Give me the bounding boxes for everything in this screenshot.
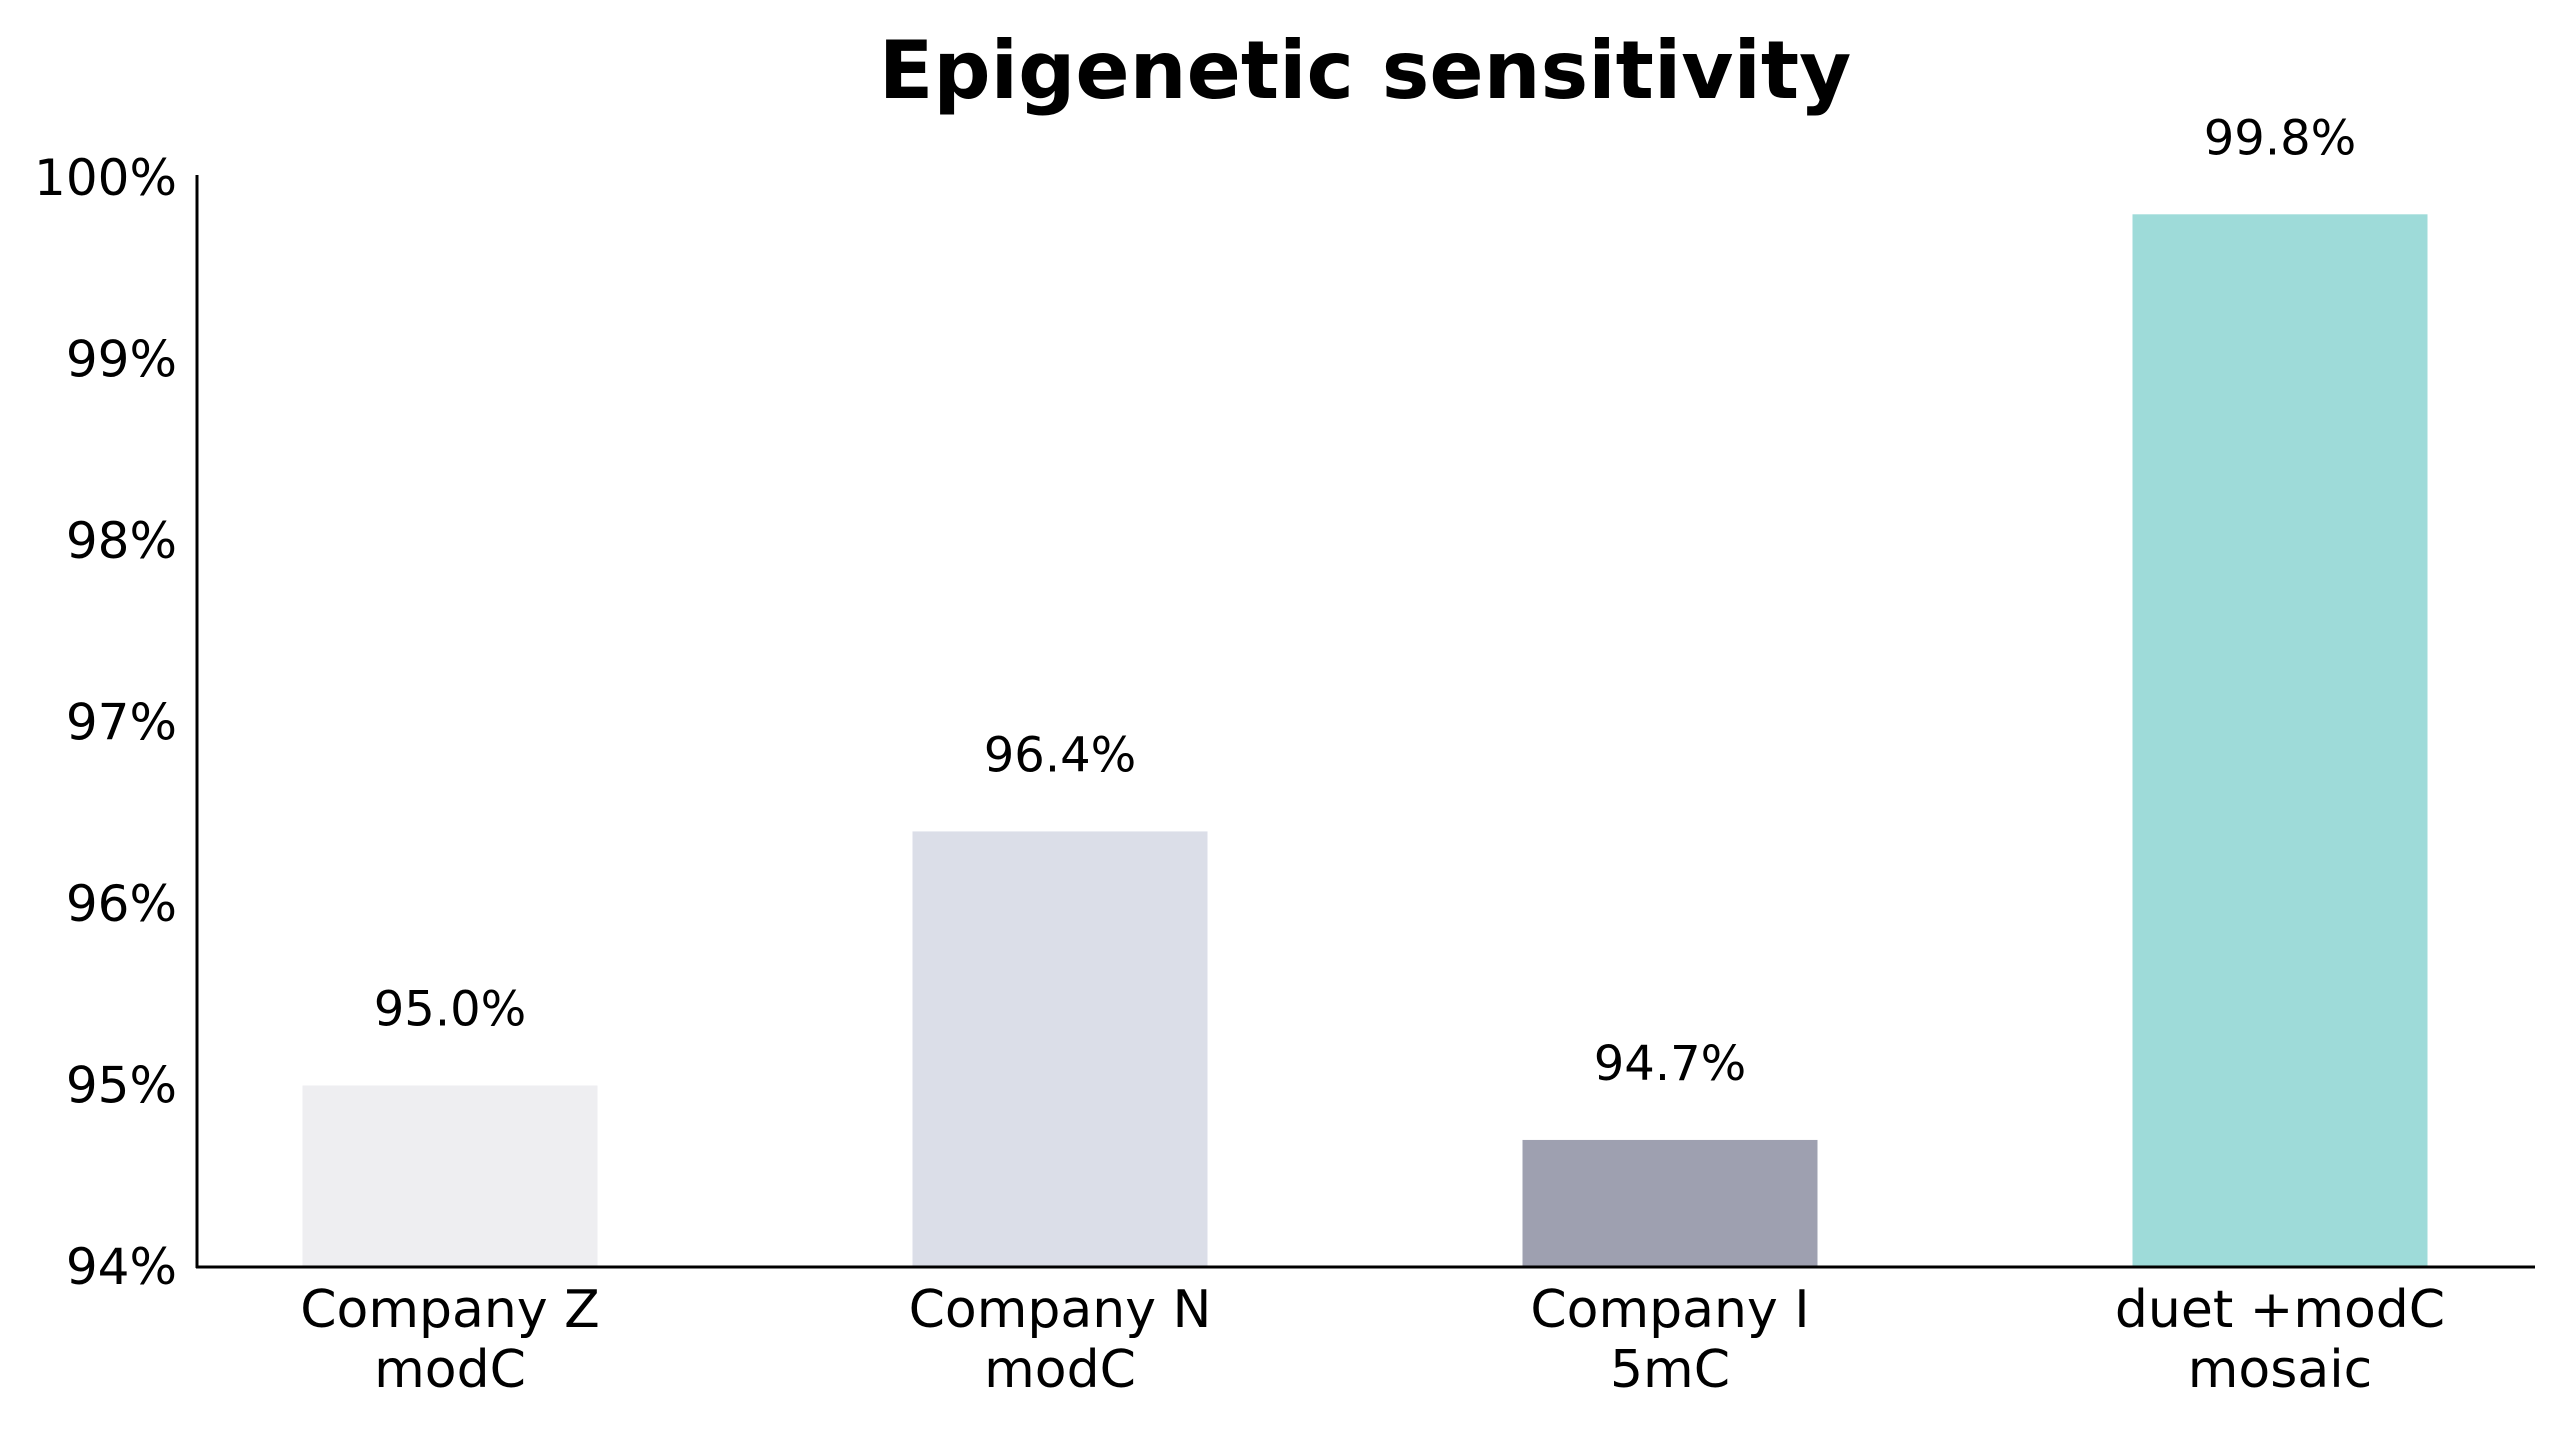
x-category-label-line: duet +modC [2115,1280,2445,1340]
bar-value-label: 94.7% [1594,1036,1746,1092]
y-tick-label: 95% [66,1057,177,1115]
x-category-label-line: Company I [1530,1280,1809,1340]
y-axis: 94% 95% 96% 97% 98% 99% 100% [34,149,199,1296]
x-category-label: duet +modC mosaic [2115,1280,2445,1400]
value-labels-layer: 95.0% 96.4% 94.7% 99.8% [374,110,2356,1092]
bar-value-label: 95.0% [374,982,526,1038]
x-category-label: Company I 5mC [1530,1280,1809,1400]
bar-4 [2132,214,2428,1267]
bar-2 [912,831,1208,1267]
bar-value-label: 99.8% [2204,110,2356,166]
x-category-label-line: modC [984,1340,1136,1400]
y-tick-label: 97% [66,694,177,752]
y-tick-label: 99% [66,331,177,389]
y-tick-label: 98% [66,512,177,570]
x-category-label-line: mosaic [2188,1340,2372,1400]
chart-title: Epigenetic sensitivity [879,24,1852,117]
bar-1 [302,1085,598,1267]
x-category-label-line: 5mC [1610,1340,1730,1400]
y-tick-label: 96% [66,875,177,933]
x-category-label-line: Company N [909,1280,1212,1340]
y-tick-label: 100% [34,149,177,207]
x-category-label-line: modC [374,1340,526,1400]
bars-layer [302,214,2428,1267]
bar-value-label: 96.4% [984,727,1136,783]
y-tick-label: 94% [66,1238,177,1296]
x-category-label-line: Company Z [300,1280,600,1340]
bar-3 [1522,1139,1818,1267]
